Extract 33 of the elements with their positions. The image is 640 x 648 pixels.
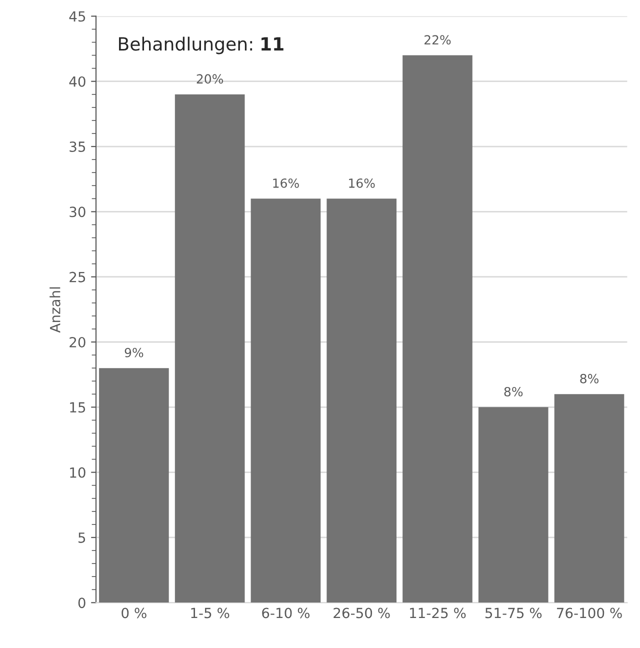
x-tick-label: 1-5 % bbox=[191, 608, 230, 618]
bar bbox=[174, 94, 245, 603]
y-tick-label: 0 bbox=[78, 598, 86, 608]
annotation: 9% bbox=[124, 348, 144, 358]
y-tick-label: 15 bbox=[70, 402, 86, 413]
bar bbox=[402, 55, 472, 603]
annotation: 16% bbox=[349, 178, 375, 188]
bar bbox=[478, 407, 548, 603]
bar bbox=[99, 368, 169, 603]
y-tick-label: 25 bbox=[70, 272, 86, 282]
bar bbox=[326, 198, 397, 603]
x-tick-label: 26-50 % bbox=[334, 608, 390, 618]
y-axis-title: Anzahl bbox=[50, 287, 60, 333]
annotation: 8% bbox=[580, 374, 598, 384]
x-tick-label: 0 % bbox=[122, 608, 146, 618]
y-tick-label: 10 bbox=[70, 467, 86, 478]
x-tick-label: 6-10 % bbox=[262, 608, 310, 618]
bar bbox=[554, 394, 624, 603]
y-tick-label: 20 bbox=[70, 336, 86, 348]
annotation: Behandlungen: 11 bbox=[119, 36, 284, 54]
x-tick-label: 51-75 % bbox=[485, 608, 542, 618]
bar bbox=[250, 198, 321, 603]
annotation: 16% bbox=[273, 178, 299, 188]
y-tick-label: 45 bbox=[69, 11, 86, 22]
annotation: 8% bbox=[504, 386, 523, 396]
y-tick-label: 30 bbox=[70, 206, 86, 218]
y-tick-label: 5 bbox=[78, 532, 86, 543]
annotation: 20% bbox=[196, 74, 224, 84]
y-tick-label: 40 bbox=[69, 76, 86, 87]
x-tick-label: 76-100 % bbox=[556, 608, 622, 618]
y-tick-label: 35 bbox=[70, 141, 86, 152]
x-tick-label: 11-25 % bbox=[410, 608, 466, 618]
annotation: 22% bbox=[424, 35, 451, 45]
